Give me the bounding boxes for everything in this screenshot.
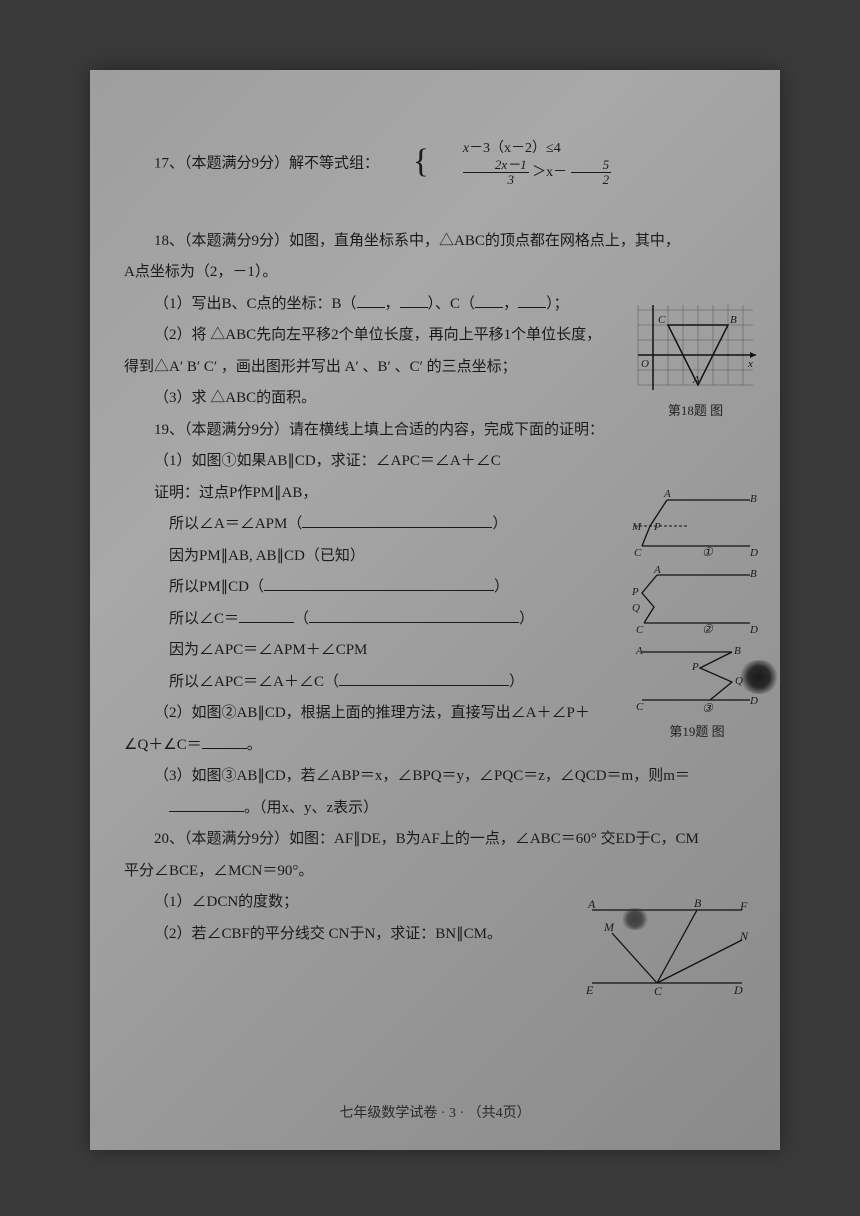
blank: [475, 292, 503, 308]
q18-figure: O x C B A 第18题 图: [633, 305, 758, 419]
label-x: x: [747, 358, 753, 370]
q17-frac1-den: 3: [463, 173, 529, 187]
exam-page: 17、（本题满分9分）解不等式组： { x－3（x－2）≤4 2x－13 ＞x－…: [90, 70, 780, 1150]
q20-line2: 平分∠BCE，∠MCN＝90°。: [120, 856, 750, 888]
q18-p1-m1: ，: [385, 296, 400, 312]
lbl: C: [636, 701, 644, 713]
q18-line1: 18、（本题满分9分）如图，直角坐标系中，△ABC的顶点都在网格点上，其中，: [120, 226, 750, 258]
q19-diag2: A B P Q C D ②: [632, 565, 762, 637]
q19-p2b-e: 。: [247, 737, 262, 753]
lbl: D: [749, 695, 758, 707]
lbl: M: [603, 920, 615, 934]
lbl: B: [750, 568, 757, 580]
q18-p1-pre: （1）写出B、C点的坐标：B（: [154, 296, 357, 312]
lbl: B: [694, 898, 702, 910]
q19-pr7-e: ）: [509, 674, 524, 690]
q19-p3a: （3）如图③AB∥CD，若∠ABP＝x，∠BPQ＝y，∠PQC＝z，∠QCD＝m…: [120, 761, 750, 793]
q19-p2b-t: ∠Q＋∠C＝: [124, 737, 202, 753]
lbl: B: [750, 493, 757, 505]
blank: [264, 575, 494, 591]
q19-figure: A B M P C D ① A B P Q C D ② A B P Q: [632, 488, 762, 740]
lbl: ③: [702, 701, 714, 714]
label-c: C: [658, 314, 666, 326]
lbl: F: [739, 899, 748, 913]
label-b: B: [730, 314, 737, 326]
blank: [518, 292, 546, 308]
q20-diagram: A B F M N E C D: [582, 898, 752, 998]
lbl: D: [749, 547, 758, 559]
page-footer: 七年级数学试卷 · 3 · （共4页）: [90, 1102, 780, 1122]
lbl: B: [734, 645, 741, 657]
q19-p3b: 。（用x、y、z表示）: [120, 793, 750, 825]
q17-frac2-num: 5: [571, 158, 612, 173]
q18-p1-end: ）；: [546, 296, 569, 312]
blank: [302, 512, 492, 528]
q18-p1-m3: ，: [503, 296, 518, 312]
label-o: O: [641, 358, 649, 370]
q18-p1-m2: ）、C（: [428, 296, 476, 312]
blank: [339, 670, 509, 686]
lbl: A: [587, 898, 596, 911]
q18-line2: A点坐标为（2，－1）。: [120, 257, 750, 289]
q19-diag1: A B M P C D ①: [632, 488, 762, 560]
q19-pr5-e: ）: [519, 611, 534, 627]
q20-figure: A B F M N E C D: [582, 898, 752, 1003]
lbl: P: [653, 521, 661, 533]
q19-pr2-t: 所以∠A＝∠APM（: [169, 516, 302, 532]
q20-line1: 20、（本题满分9分）如图：AF∥DE，B为AF上的一点，∠ABC＝60° 交E…: [120, 824, 750, 856]
lbl: A: [663, 488, 671, 500]
brace-icon: {: [383, 145, 429, 179]
lbl: D: [749, 624, 758, 636]
lbl: D: [733, 983, 743, 997]
smudge-icon: [738, 660, 780, 694]
smudge-icon: [620, 908, 650, 930]
q19-pr2-e: ）: [492, 516, 507, 532]
q19-line1: 19、（本题满分9分）请在横线上填上合适的内容，完成下面的证明：: [120, 415, 750, 447]
lbl: E: [585, 983, 594, 997]
lbl: M: [632, 521, 642, 533]
q19-pr7-t: 所以∠APC＝∠A＋∠C（: [169, 674, 339, 690]
q17-label: 17、（本题满分9分）解不等式组：: [154, 155, 379, 171]
lbl: P: [691, 661, 699, 673]
lbl: A: [653, 565, 661, 576]
lbl: ②: [702, 622, 714, 636]
lbl: A: [635, 645, 643, 657]
blank: [239, 607, 294, 623]
lbl: C: [654, 984, 663, 998]
q17-sys2-mid: ＞x－: [532, 165, 567, 180]
blank: [202, 733, 247, 749]
lbl: ①: [702, 545, 714, 559]
q17-frac1-num: 2x－1: [463, 158, 529, 173]
lbl: N: [739, 929, 749, 943]
q19-pr5-t: 所以∠C＝: [169, 611, 239, 627]
lbl: P: [632, 586, 639, 598]
blank: [309, 607, 519, 623]
q18-caption: 第18题 图: [633, 400, 758, 419]
q19-p1: （1）如图①如果AB∥CD，求证：∠APC＝∠A＋∠C: [120, 446, 750, 478]
q17-line: 17、（本题满分9分）解不等式组： { x－3（x－2）≤4 2x－13 ＞x－…: [120, 140, 750, 188]
q17-frac2-den: 2: [571, 173, 612, 187]
q19-p3b-t: 。（用x、y、z表示）: [244, 800, 378, 816]
blank: [400, 292, 428, 308]
blank: [357, 292, 385, 308]
q19-pr4-e: ）: [494, 579, 509, 595]
q19-pr4-t: 所以PM∥CD（: [169, 579, 264, 595]
grid-chart: O x C B A: [633, 305, 758, 393]
q17-sys1b: －3（x－2）≤4: [469, 141, 561, 156]
q19-pr5-m: （: [294, 611, 309, 627]
q17-system: x－3（x－2）≤4 2x－13 ＞x－ 52: [433, 140, 611, 188]
q19-caption: 第19题 图: [632, 721, 762, 740]
lbl: C: [634, 547, 642, 559]
lbl: Q: [632, 602, 640, 614]
lbl: C: [636, 624, 644, 636]
blank: [169, 796, 244, 812]
label-a: A: [692, 374, 700, 386]
